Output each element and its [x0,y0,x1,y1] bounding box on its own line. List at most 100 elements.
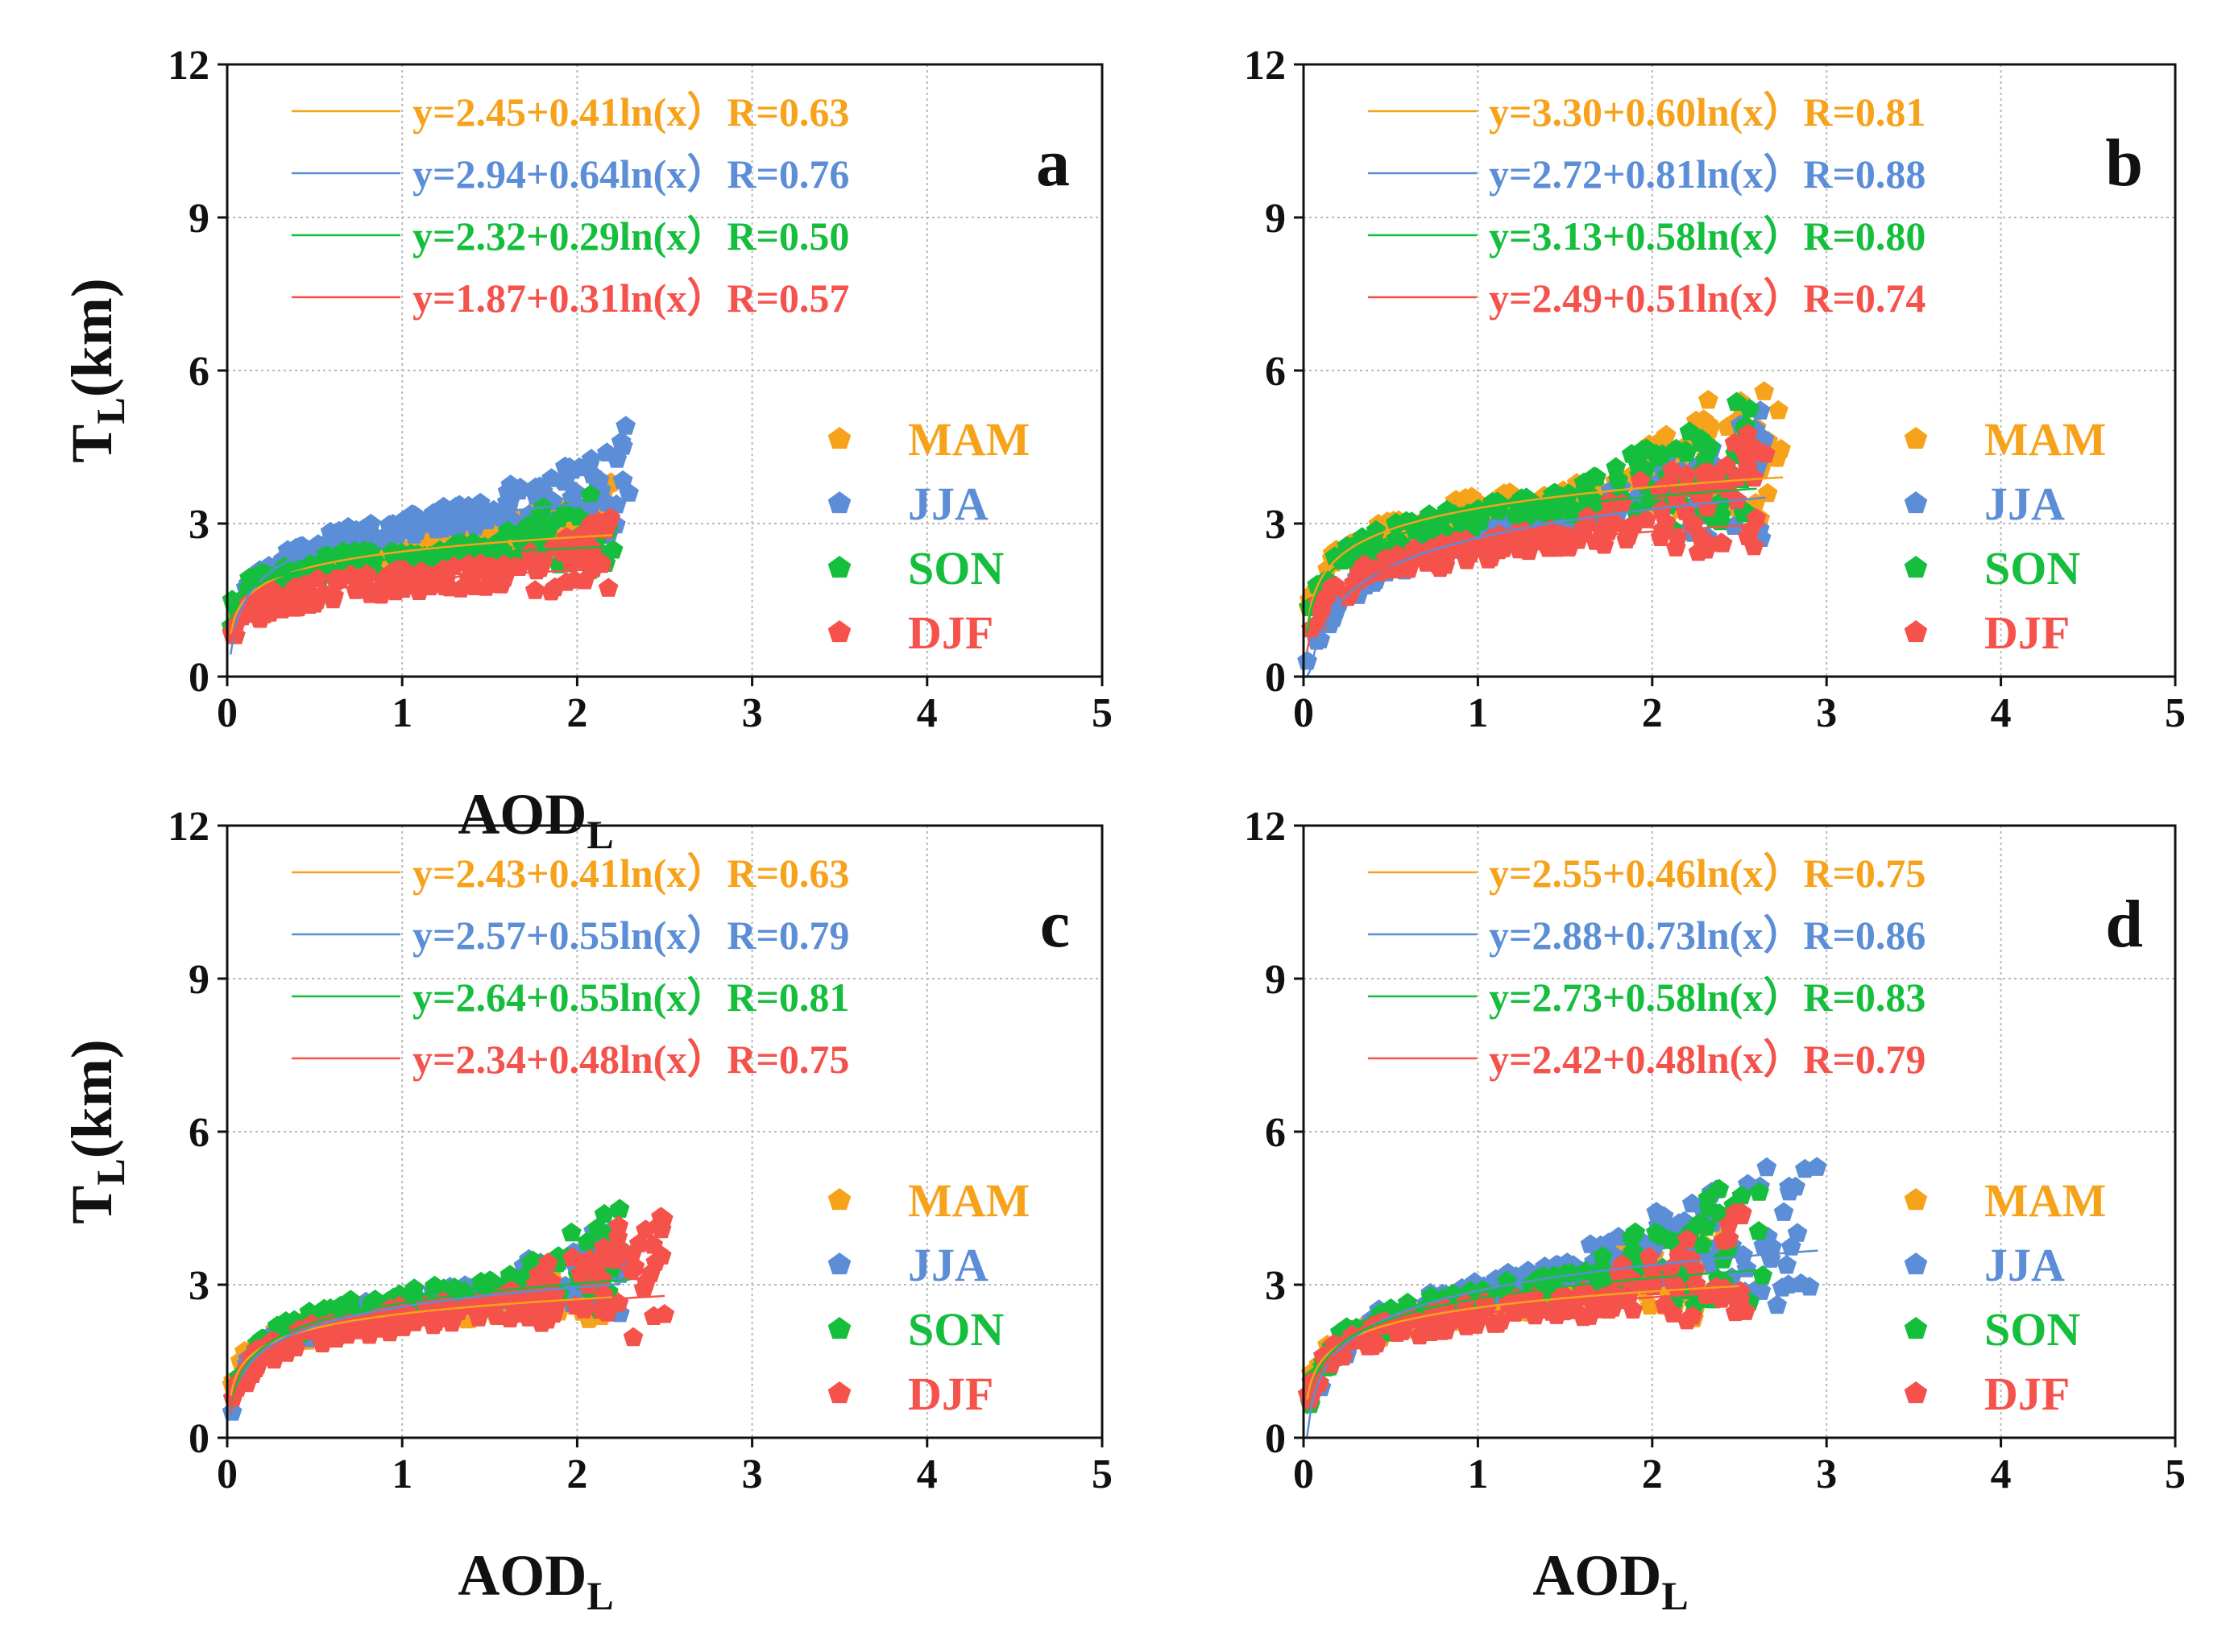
data-point [537,1252,558,1272]
data-point [556,527,577,546]
legend-label-djf: DJF [1984,1368,2070,1420]
data-point [1757,482,1778,503]
data-point [1698,533,1718,553]
data-point [1677,1310,1697,1330]
equation-label-son: y=2.73+0.58ln(x）R=0.83 [1489,975,1925,1020]
x-axis-label: AODL [1532,1543,1688,1618]
data-point [1767,1294,1788,1315]
data-point [1484,1314,1504,1333]
data-point [382,541,402,561]
x-axis-label-main: AOD [458,1543,587,1608]
data-point [1712,533,1733,553]
x-tick-label: 2 [1642,690,1663,736]
fit-line-jja [1306,1249,1818,1437]
data-point [525,519,546,539]
x-axis-label-sub: L [587,1573,613,1618]
fit-line-djf [1306,1290,1748,1410]
x-tick-label: 4 [917,690,938,736]
y-axis-label-sub: L [88,397,133,424]
panel-label: c [1040,887,1070,962]
legend-marker-djf [1904,620,1928,643]
data-point [1692,1234,1713,1254]
data-point [1532,1268,1553,1288]
x-tick-label: 1 [392,1451,412,1497]
data-point [444,556,464,576]
data-point [349,568,369,587]
data-point [1749,1182,1769,1201]
x-axis-label-main: AOD [1532,1543,1661,1608]
data-point [593,1237,614,1257]
data-point [1577,506,1598,526]
y-tick-label: 12 [1244,804,1286,850]
fit-line-jja [230,1282,621,1417]
y-tick-label: 9 [1265,196,1286,242]
y-tick-label: 9 [189,196,209,242]
x-tick-label: 0 [217,1451,238,1497]
data-point [1681,1193,1702,1213]
data-point [591,1221,612,1240]
panel-d: 0 1 2 3 4 5036912dy=2.55+0.46ln(x）R=0.75y=2.8… [1244,804,2186,1618]
data-point [611,431,632,451]
legend-marker-son [1904,1317,1928,1339]
data-point [1301,618,1321,638]
y-tick-label: 6 [1265,349,1286,395]
legend-label-jja: JJA [908,478,989,530]
data-point [537,1310,558,1329]
data-point [1795,1158,1815,1178]
data-point [562,1222,582,1242]
fit-line-djf [1306,523,1766,652]
legend-marker-jja [827,491,852,514]
data-point [1654,1294,1675,1314]
y-tick-label: 6 [189,1110,209,1156]
y-tick-label: 12 [168,804,209,850]
data-point [653,1208,674,1228]
data-point [297,575,317,594]
fit-line-mam [1306,476,1784,628]
equation-label-mam: y=2.45+0.41ln(x）R=0.63 [412,89,849,135]
panel-label: a [1036,126,1070,201]
data-point [1743,467,1764,487]
data-point [583,558,603,578]
y-axis-label: TL(km) [60,1039,133,1223]
legend-label-mam: MAM [908,1174,1030,1227]
legend-marker-jja [1904,1252,1928,1275]
data-point [515,1285,536,1305]
legend-marker-mam [1904,427,1928,449]
data-point [1561,1262,1581,1282]
equation-label-son: y=2.64+0.55ln(x）R=0.81 [412,975,849,1020]
data-point [1756,443,1776,463]
data-point [1669,1244,1689,1264]
data-point [616,416,636,435]
data-point [436,569,456,589]
legend-marker-jja [1904,491,1928,514]
data-point [1608,1227,1629,1246]
x-tick-label: 5 [2165,690,2186,736]
data-point [1391,556,1411,576]
x-axis-label-sub: L [1661,1573,1688,1618]
x-tick-label: 5 [1092,1451,1113,1497]
y-tick-label: 3 [1265,1263,1286,1309]
y-axis-label-main: T [60,424,124,463]
y-tick-label: 0 [1265,1416,1286,1462]
data-point [1428,554,1449,574]
data-point [1706,1277,1727,1296]
data-point [404,505,425,524]
x-tick-label: 1 [1467,690,1488,736]
fit-line-son [1306,1269,1766,1415]
data-point [1337,586,1358,607]
legend-marker-son [827,1317,852,1339]
panel-b: 0 1 2 3 4 5036912by=3.30+0.60ln(x）R=0.81y=2.7… [1244,43,2186,736]
data-point [304,590,325,610]
y-tick-label: 0 [1265,655,1286,701]
x-tick-label: 1 [1467,1451,1488,1497]
x-tick-label: 4 [1991,690,2012,736]
data-point [1718,1228,1739,1248]
x-tick-label: 5 [1092,690,1113,736]
data-point [541,468,562,487]
data-point [1785,1176,1805,1196]
data-point [1397,1292,1418,1312]
data-point [1656,424,1677,444]
data-point [312,1333,333,1352]
data-point [524,580,545,599]
